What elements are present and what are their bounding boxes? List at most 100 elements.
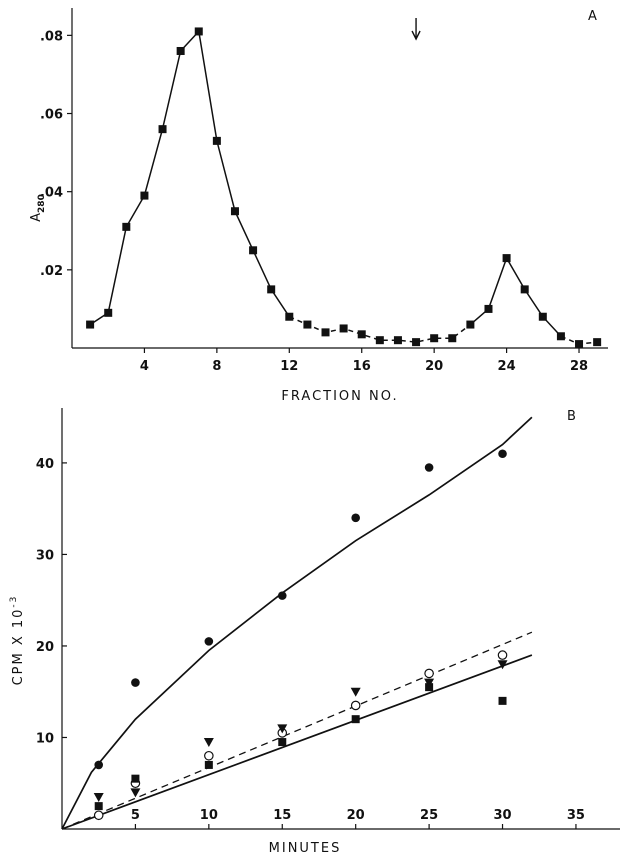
panel-b-point-open-circle xyxy=(497,650,508,660)
panel-a-y-tick-label: .02 xyxy=(40,264,63,279)
panel-a-data-point xyxy=(556,332,565,341)
panel-b-x-tick-label: 25 xyxy=(420,808,438,823)
panel-b-points xyxy=(93,449,508,821)
panel-a-data-point xyxy=(267,285,276,294)
panel-b-y-tick-label: 30 xyxy=(36,548,54,563)
panel-a-data-point xyxy=(448,334,457,343)
panel-b-point-open-circle xyxy=(350,700,361,711)
panel-a-data-point xyxy=(303,320,312,329)
panel-a-data-point xyxy=(593,338,602,347)
panel-b-x-tick-label: 30 xyxy=(493,808,511,823)
panel-a-data-point xyxy=(249,246,258,255)
panel-b-x-ticks: 5 10 15 20 25 30 35 xyxy=(131,808,585,829)
panel-a-data-point xyxy=(412,338,421,347)
panel-b-point-filled-circle xyxy=(351,513,360,523)
panel-b-x-label: MINUTES xyxy=(269,841,342,856)
panel-a-data-point xyxy=(375,336,384,345)
panel-a-data-point xyxy=(357,330,366,339)
panel-a-data-point xyxy=(484,304,493,313)
panel-b-y-tick-label: 20 xyxy=(36,640,54,655)
panel-b-solid-fit-line xyxy=(61,654,533,830)
panel-a-data-point xyxy=(122,222,131,231)
panel-a-dashed-segment xyxy=(288,316,471,343)
panel-a-x-ticks: 4 8 12 16 20 24 28 xyxy=(140,348,588,374)
panel-b: B 10 20 30 40 5 10 15 20 25 30 35 CPM X 10-3 MINU… xyxy=(9,408,620,856)
panel-b-point-open-circle xyxy=(424,668,434,679)
panel-a-x-tick-label: 24 xyxy=(498,359,516,374)
panel-a-data-point xyxy=(158,125,167,134)
panel-a-data-point xyxy=(104,308,113,317)
panel-b-point-triangle xyxy=(277,724,288,734)
panel-a-data-point xyxy=(230,207,239,216)
panel-a-data-point xyxy=(430,334,439,343)
panel-b-y-ticks: 10 20 30 40 xyxy=(36,457,67,746)
panel-a-data-point xyxy=(140,191,149,200)
panel-b-solid-fit-line xyxy=(61,416,533,830)
panel-b-point-filled-circle xyxy=(204,637,214,646)
panel-a-x-tick-label: 20 xyxy=(425,359,443,374)
panel-a-solid-segment xyxy=(89,29,290,326)
panel-a-x-label: FRACTION NO. xyxy=(281,389,398,404)
panel-a-x-tick-label: 8 xyxy=(212,359,221,374)
panel-a-data-point xyxy=(502,254,511,263)
panel-b-point-filled-square xyxy=(131,774,140,783)
panel-a-y-tick-label: .04 xyxy=(40,186,63,201)
panel-b-point-filled-square xyxy=(351,715,360,724)
panel-b-point-filled-square xyxy=(204,760,213,769)
panel-a-x-tick-label: 28 xyxy=(570,359,588,374)
panel-a-data-point xyxy=(194,27,203,36)
panel-a-data-point xyxy=(538,312,547,321)
panel-a-arrow-marker xyxy=(411,18,421,41)
panel-a-x-tick-label: 12 xyxy=(280,359,298,374)
panel-a-data-point xyxy=(86,320,95,329)
panel-b-point-filled-circle xyxy=(424,463,434,472)
panel-a-y-label: A280 xyxy=(29,194,47,222)
panel-b-x-tick-label: 10 xyxy=(200,808,218,823)
panel-a-data-point xyxy=(321,328,330,337)
panel-b-x-tick-label: 20 xyxy=(347,808,365,823)
panel-a-y-tick-label: .06 xyxy=(40,108,63,123)
panel-b-point-triangle xyxy=(497,660,508,670)
panel-b-point-filled-square xyxy=(278,738,287,747)
panel-a-x-tick-label: 16 xyxy=(353,359,371,374)
panel-b-x-tick-label: 35 xyxy=(567,808,585,823)
panel-b-point-filled-circle xyxy=(131,678,140,687)
panel-a-letter: A xyxy=(588,9,597,24)
panel-b-point-triangle xyxy=(93,792,104,802)
panel-a-points xyxy=(86,27,602,349)
panel-b-point-triangle xyxy=(350,687,361,697)
panel-b-point-triangle xyxy=(130,788,141,798)
panel-a-data-point xyxy=(339,324,348,333)
panel-b-y-label: CPM X 10-3 xyxy=(9,595,26,686)
panel-b-point-filled-circle xyxy=(277,591,287,600)
panel-a-data-point xyxy=(212,136,221,145)
panel-b-point-open-circle xyxy=(93,810,104,821)
panel-b-point-triangle xyxy=(203,738,214,748)
panel-a-data-point xyxy=(285,312,294,321)
panel-a-x-tick-label: 4 xyxy=(140,359,149,374)
panel-a: A .02 .04 .06 .08 4 8 12 16 20 24 28 A280 FRACTIO… xyxy=(29,8,608,404)
panel-b-point-filled-circle xyxy=(498,449,507,459)
panel-a-series-line xyxy=(89,29,598,345)
panel-b-point-filled-square xyxy=(498,696,507,705)
panel-a-solid-segment xyxy=(469,256,562,337)
panel-b-point-triangle xyxy=(424,678,435,688)
panel-a-data-point xyxy=(520,285,529,294)
panel-b-x-tick-label: 5 xyxy=(131,808,140,823)
panel-b-dashed-fit-line xyxy=(61,631,533,830)
panel-b-y-tick-label: 10 xyxy=(36,731,54,746)
panel-b-y-tick-label: 40 xyxy=(36,457,54,472)
panel-b-letter: B xyxy=(567,409,576,424)
panel-a-y-tick-label: .08 xyxy=(40,29,63,44)
panel-a-y-ticks: .02 .04 .06 .08 xyxy=(40,29,72,279)
panel-b-x-tick-label: 15 xyxy=(273,808,291,823)
panel-a-data-point xyxy=(575,340,584,349)
panel-a-data-point xyxy=(176,46,185,55)
arrow-head xyxy=(411,30,421,41)
panel-b-point-filled-circle xyxy=(94,760,104,770)
panel-a-data-point xyxy=(393,336,402,345)
panel-b-point-open-circle xyxy=(204,750,214,761)
panel-a-data-point xyxy=(466,320,475,329)
panel-b-point-filled-square xyxy=(425,683,434,692)
